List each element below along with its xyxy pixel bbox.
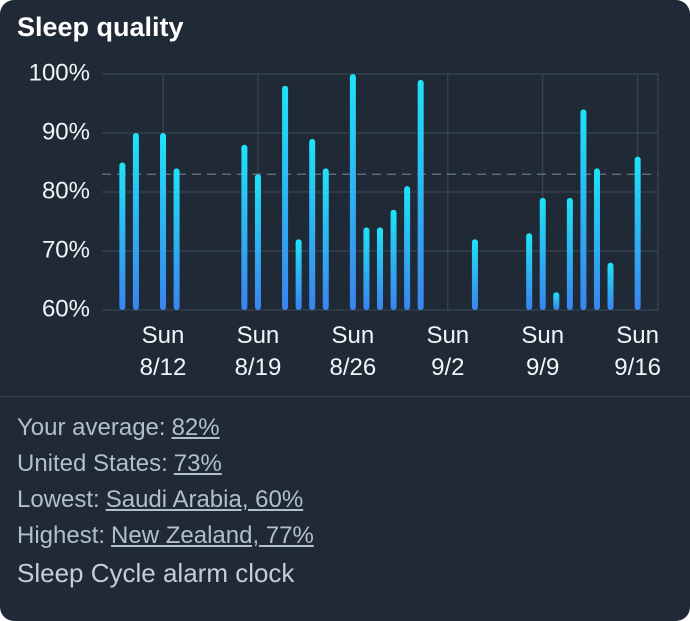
stat-row: Lowest: Saudi Arabia, 60% [17, 482, 314, 518]
stat-label: Highest: [17, 522, 106, 549]
bar [539, 197, 546, 310]
bar [309, 138, 316, 310]
x-tick-label: Sun 9/16 [614, 322, 662, 381]
bar [634, 156, 641, 310]
stat-label: Lowest: [17, 486, 100, 513]
x-tick-label: Sun 8/26 [329, 322, 377, 381]
bar [607, 262, 614, 310]
y-tick-label: 70% [42, 236, 90, 263]
stat-link[interactable]: 82% [171, 414, 220, 441]
bar [241, 144, 248, 310]
bar [417, 79, 424, 311]
bar [160, 133, 167, 310]
footer: Your average: 82% United States: 73% Lowest:… [17, 410, 314, 589]
brand: Sleep Cycle alarm clock [17, 558, 295, 588]
chart-title: Sleep quality [17, 12, 184, 42]
bar [471, 239, 478, 310]
x-tick-label: Sun 9/9 [521, 322, 565, 381]
bar [566, 197, 573, 310]
bar [132, 133, 139, 310]
x-tick-label: Sun 9/2 [426, 322, 470, 381]
bar [404, 186, 411, 310]
bar [282, 85, 289, 310]
stat-label: United States: [17, 450, 168, 477]
bar [254, 174, 261, 310]
bar [580, 109, 587, 311]
bar [295, 239, 302, 310]
bar [390, 209, 397, 310]
y-tick-label: 80% [42, 177, 90, 204]
bar [173, 168, 180, 310]
bar [322, 168, 329, 310]
bar [593, 168, 600, 310]
bar [553, 292, 560, 310]
stat-row: Your average: 82% [17, 410, 314, 446]
separator [0, 396, 690, 397]
chart: Sleep quality 60% 70% 80% 90% 100% [17, 12, 659, 322]
bar [526, 233, 533, 310]
y-tick-label: 60% [42, 295, 90, 322]
x-tick-label: Sun 8/12 [139, 322, 187, 381]
bar [363, 227, 370, 310]
y-tick-label: 90% [42, 118, 90, 145]
stat-link[interactable]: 73% [173, 450, 222, 477]
stat-link[interactable]: New Zealand, 77% [111, 522, 314, 549]
x-tick-label: Sun 8/19 [234, 322, 282, 381]
stat-row: United States: 73% [17, 446, 314, 482]
bar [349, 74, 356, 310]
stat-label: Your average: [17, 414, 166, 441]
y-tick-label: 100% [29, 59, 90, 86]
stat-link[interactable]: Saudi Arabia, 60% [105, 486, 304, 513]
bar [119, 162, 126, 310]
stat-row: Highest: New Zealand, 77% [17, 518, 314, 554]
bar [377, 227, 383, 310]
